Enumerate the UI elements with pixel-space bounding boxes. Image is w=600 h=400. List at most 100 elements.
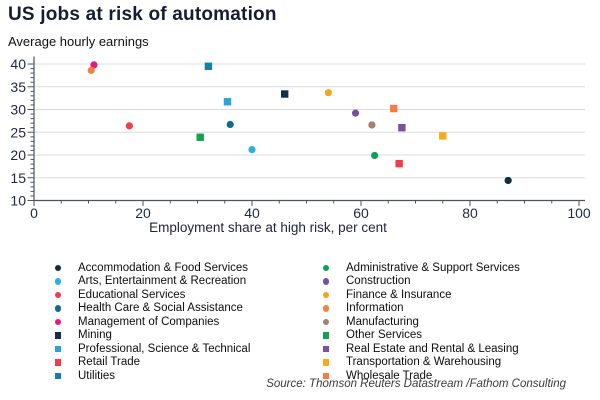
- data-point: [504, 176, 512, 185]
- legend-label: Accommodation & Food Services: [78, 261, 249, 274]
- marker-shape: [322, 278, 330, 285]
- legend-column-right: Administrative & Support Services Constru…: [320, 261, 520, 383]
- legend-label: Finance & Insurance: [346, 288, 452, 301]
- legend-item: Transportation & Warehousing: [320, 356, 520, 370]
- data-point: [351, 109, 360, 117]
- y-tick-label: 15: [10, 170, 26, 186]
- marker-shape: [54, 318, 62, 325]
- data-point: [395, 159, 403, 168]
- y-tick-label: 40: [10, 56, 26, 72]
- legend-item: Professional, Science & Technical: [52, 342, 250, 356]
- data-point: [368, 121, 376, 129]
- legend-circle-marker-icon: [52, 278, 64, 285]
- y-tick-label: 10: [10, 193, 26, 209]
- legend-square-marker-icon: [52, 359, 64, 366]
- legend-square-marker-icon: [52, 372, 64, 379]
- legend-item: Accommodation & Food Services: [52, 261, 250, 275]
- legend-item: Educational Services: [52, 288, 250, 302]
- x-axis-label: Employment share at high risk, per cent: [149, 220, 387, 235]
- legend-square-marker-icon: [320, 372, 332, 379]
- scatter-plot: 10 15 20 25 30 35 40 0 20 40 60 80 100: [10, 56, 591, 221]
- data-point: [196, 133, 204, 141]
- data-point: [398, 124, 406, 132]
- legend-item: Information: [320, 302, 520, 316]
- chart-title: US jobs at risk of automation: [8, 4, 277, 25]
- legend-item: Manufacturing: [320, 315, 520, 329]
- legend-circle-marker-icon: [320, 291, 332, 298]
- marker-shape: [54, 345, 62, 352]
- data-point: [324, 89, 332, 97]
- marker-shape: [54, 278, 62, 285]
- legend-circle-marker-icon: [52, 264, 64, 271]
- legend-item: Arts, Entertainment & Recreation: [52, 275, 250, 289]
- y-tick-label: 20: [10, 147, 26, 163]
- legend-label: Construction: [346, 275, 411, 288]
- x-tick-label: 40: [244, 205, 260, 221]
- marker-shape: [322, 359, 330, 366]
- legend-label: Other Services: [346, 329, 423, 342]
- legend-item: Retail Trade: [52, 356, 250, 370]
- legend-square-marker-icon: [52, 332, 64, 339]
- x-tick-label: 60: [353, 205, 369, 221]
- legend-column-left: Accommodation & Food Services Arts, Enter…: [52, 261, 250, 383]
- marker-shape: [54, 291, 62, 298]
- legend-label: Utilities: [78, 369, 116, 382]
- y-tick-label: 30: [10, 102, 26, 118]
- source-note: Source: Thomson Reuters Datastream /Fath…: [266, 378, 566, 390]
- legend-item: Administrative & Support Services: [320, 261, 520, 275]
- marker-shape: [322, 264, 330, 271]
- legend-label: Management of Companies: [78, 315, 220, 328]
- legend-label: Transportation & Warehousing: [346, 356, 502, 369]
- legend-square-marker-icon: [320, 345, 332, 352]
- legend-circle-marker-icon: [320, 305, 332, 312]
- legend-item: Wholesale Trade: [320, 369, 520, 383]
- legend-label: Health Care & Social Assistance: [78, 302, 243, 315]
- data-point: [281, 90, 289, 98]
- legend-label: Arts, Entertainment & Recreation: [78, 275, 247, 288]
- marker-shape: [54, 264, 62, 271]
- legend-circle-marker-icon: [320, 264, 332, 271]
- data-point: [390, 104, 398, 113]
- marker-shape: [54, 359, 62, 366]
- marker-shape: [54, 305, 62, 312]
- data-point: [125, 122, 133, 130]
- marker-shape: [322, 291, 330, 298]
- legend-item: Construction: [320, 275, 520, 289]
- marker-shape: [322, 345, 330, 352]
- x-tick-label: 100: [567, 205, 591, 221]
- legend-label: Manufacturing: [346, 315, 419, 328]
- legend-square-marker-icon: [320, 332, 332, 339]
- marker-shape: [322, 372, 330, 379]
- legend-item: Other Services: [320, 329, 520, 343]
- data-point: [90, 61, 98, 69]
- legend-item: Finance & Insurance: [320, 288, 520, 302]
- legend-circle-marker-icon: [52, 305, 64, 312]
- marker-shape: [322, 305, 330, 312]
- legend-label: Mining: [78, 329, 112, 342]
- legend-square-marker-icon: [320, 359, 332, 366]
- marker-shape: [322, 318, 330, 325]
- legend-item: Health Care & Social Assistance: [52, 302, 250, 316]
- legend-label: Professional, Science & Technical: [78, 342, 251, 355]
- legend-label: Real Estate and Rental & Leasing: [346, 342, 519, 355]
- legend-label: Administrative & Support Services: [346, 261, 520, 274]
- legend-circle-marker-icon: [52, 318, 64, 325]
- legend-label: Retail Trade: [78, 356, 141, 369]
- data-point: [87, 66, 95, 74]
- x-tick-label: 80: [462, 205, 478, 221]
- marker-shape: [54, 332, 62, 339]
- legend-circle-marker-icon: [320, 318, 332, 325]
- marker-shape: [54, 372, 62, 379]
- legend-item: Management of Companies: [52, 315, 250, 329]
- legend-circle-marker-icon: [320, 278, 332, 285]
- legend-circle-marker-icon: [52, 291, 64, 298]
- data-point: [248, 145, 256, 154]
- data-point: [204, 62, 213, 70]
- x-tick-label: 0: [30, 205, 38, 221]
- legend-square-marker-icon: [52, 345, 64, 352]
- y-tick-label: 25: [10, 124, 26, 140]
- legend-item: Real Estate and Rental & Leasing: [320, 342, 520, 356]
- data-point: [226, 120, 234, 129]
- legend-item: Mining: [52, 329, 250, 343]
